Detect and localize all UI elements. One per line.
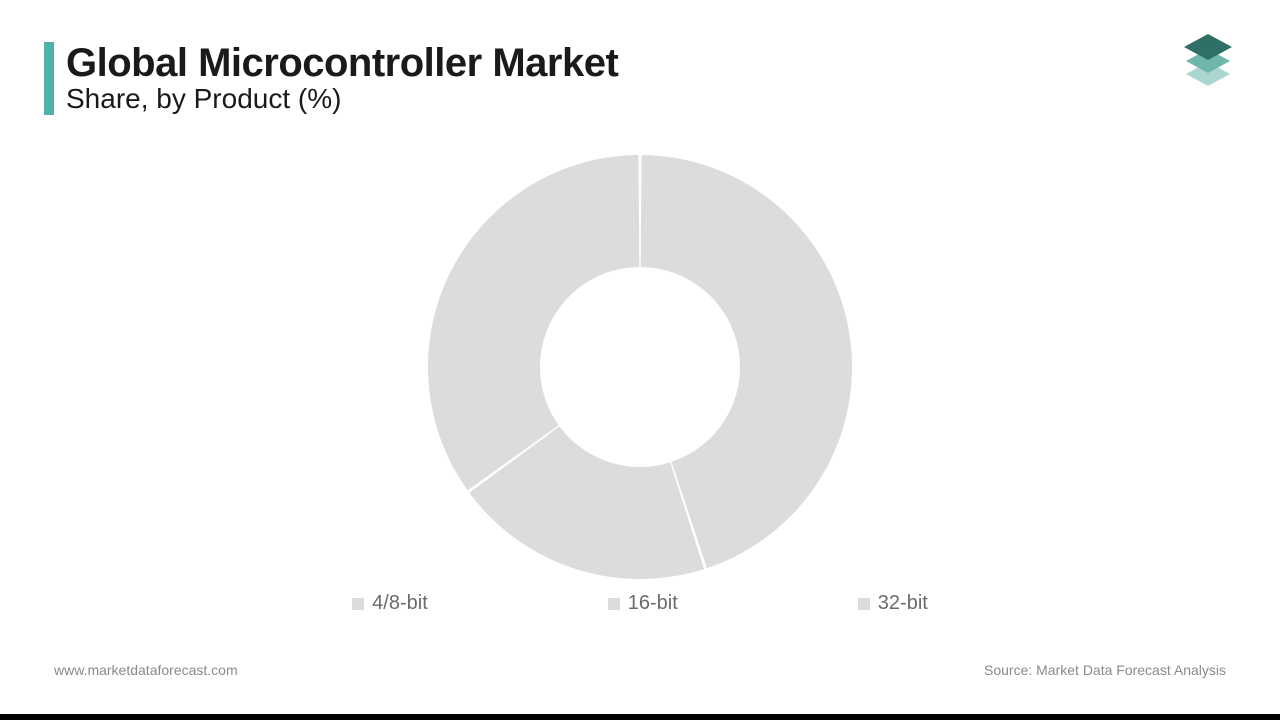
legend-swatch-icon	[608, 598, 620, 610]
legend-item: 4/8-bit	[352, 592, 428, 615]
title-text: Global Microcontroller Market Share, by …	[66, 42, 618, 115]
legend-label: 4/8-bit	[372, 592, 428, 615]
chart-title-sub: Share, by Product (%)	[66, 84, 618, 115]
chart-title-main: Global Microcontroller Market	[66, 42, 618, 84]
title-accent-rule	[44, 42, 54, 115]
bottom-stripe	[0, 714, 1280, 720]
title-block: Global Microcontroller Market Share, by …	[44, 42, 618, 115]
footer-source: Source: Market Data Forecast Analysis	[984, 662, 1226, 678]
legend-label: 32-bit	[878, 592, 928, 615]
footer-url: www.marketdataforecast.com	[54, 662, 238, 678]
brand-logo-icon	[1172, 22, 1244, 91]
donut-chart	[0, 152, 1280, 592]
legend-item: 16-bit	[608, 592, 678, 615]
legend-label: 16-bit	[628, 592, 678, 615]
legend-swatch-icon	[352, 598, 364, 610]
donut-slice	[428, 155, 639, 490]
legend-item: 32-bit	[858, 592, 928, 615]
donut-svg	[425, 152, 855, 582]
chart-legend: 4/8-bit 16-bit 32-bit	[0, 592, 1280, 615]
legend-swatch-icon	[858, 598, 870, 610]
page: Global Microcontroller Market Share, by …	[0, 0, 1280, 720]
